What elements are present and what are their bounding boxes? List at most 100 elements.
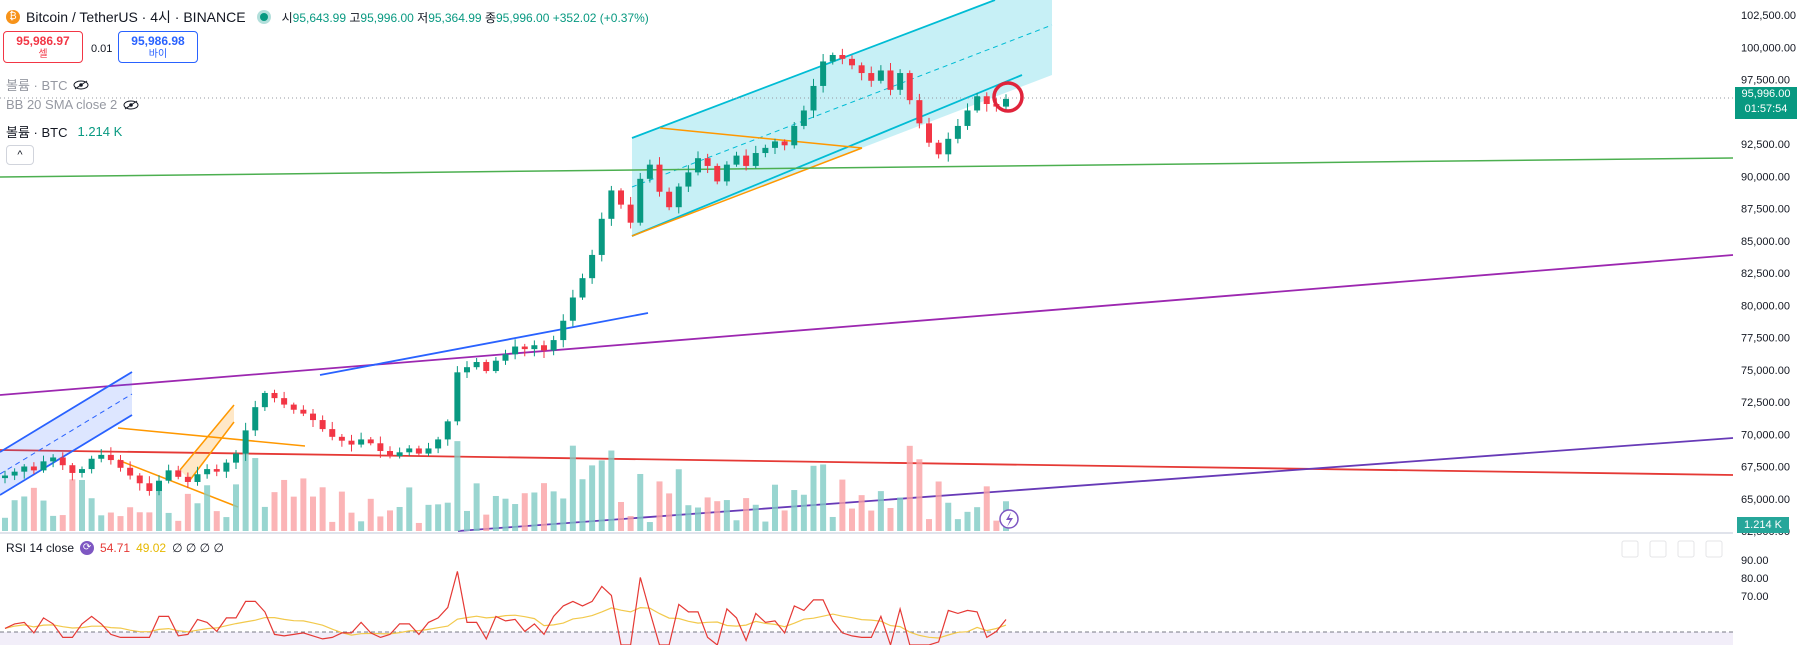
volume-bar <box>146 512 153 531</box>
volume-bar <box>435 504 442 531</box>
candle-body <box>21 466 28 472</box>
candle-body <box>800 110 807 126</box>
volume-bar <box>762 521 769 531</box>
volume-legend[interactable]: 볼륨 · BTC 1.214 K <box>6 122 122 141</box>
collapse-legend-button[interactable]: ^ <box>6 145 34 165</box>
open-label: 시 <box>281 10 293 25</box>
volume-bar <box>194 503 201 531</box>
volume-bar <box>791 490 798 531</box>
candle-body <box>829 54 836 62</box>
rsi-ma-value: 49.02 <box>136 541 167 555</box>
volume-bar <box>723 500 730 531</box>
volume-bar <box>348 512 355 531</box>
candle-body <box>464 367 470 373</box>
price-axis-label: 72,500.00 <box>1741 397 1790 409</box>
refresh-icon[interactable]: ⟳ <box>80 541 95 555</box>
bb-legend[interactable]: BB 20 SMA close 2 <box>6 97 139 112</box>
price-axis-label: 90,000.00 <box>1741 171 1790 183</box>
candle-body <box>666 191 673 208</box>
eye-off-icon[interactable] <box>123 100 139 110</box>
rsi-axis[interactable]: 90.00 80.00 70.00 <box>1741 555 1769 603</box>
volume-bar <box>40 500 47 531</box>
candle-body <box>136 475 143 484</box>
volume-bar <box>858 495 865 531</box>
candle-body <box>569 297 576 321</box>
small-flag-top <box>179 404 235 471</box>
volume-bars <box>2 441 1009 531</box>
volume-bar <box>656 481 663 531</box>
hidden-volume-label: 볼륨 · BTC <box>6 78 68 93</box>
volume-bar <box>50 515 57 531</box>
volume-bar <box>233 484 239 531</box>
volume-bar <box>560 498 567 531</box>
volume-bar <box>30 487 37 531</box>
sell-button[interactable]: 95,986.97 셀 <box>3 31 83 63</box>
volume-bar <box>88 498 95 531</box>
volume-bar <box>906 445 913 531</box>
symbol-legend[interactable]: ₿ Bitcoin / TetherUS · 4시 · BINANCE 시95,… <box>6 7 649 27</box>
volume-bar <box>752 504 759 531</box>
volume-bar <box>406 487 413 531</box>
candle-body <box>618 190 624 205</box>
candle-body <box>367 439 374 444</box>
eye-off-icon[interactable] <box>73 80 89 90</box>
volume-bar <box>156 488 162 531</box>
volume-bar <box>666 493 673 531</box>
volume-bar <box>271 492 278 531</box>
candle-body <box>242 430 249 454</box>
candle-body <box>589 254 596 279</box>
triangle-lower-line <box>631 147 863 237</box>
candle-body <box>165 470 172 481</box>
volume-bar <box>223 517 230 531</box>
price-axis-label: 100,000.00 <box>1741 42 1796 54</box>
volume-bar <box>319 487 326 531</box>
candle-body <box>637 178 644 223</box>
volume-bar <box>483 514 490 531</box>
volume-bar <box>175 520 182 531</box>
symbol-title[interactable]: Bitcoin / TetherUS · 4시 · BINANCE <box>26 9 246 25</box>
candle-body <box>88 458 95 470</box>
candle-body <box>820 61 827 86</box>
spread-value: 0.01 <box>91 43 113 55</box>
candle-body <box>781 141 788 146</box>
candle-body <box>396 452 403 457</box>
candle-body <box>40 461 47 471</box>
pane-controls[interactable] <box>1621 540 1723 558</box>
left-channel-mid <box>0 393 133 475</box>
volume-bar <box>69 479 76 531</box>
candle-body <box>560 320 567 341</box>
buy-button[interactable]: 95,986.98 바이 <box>118 31 198 63</box>
candle-body <box>406 448 413 453</box>
volume-bar <box>512 504 519 531</box>
price-axis-label: 102,500.00 <box>1741 10 1796 22</box>
volume-bar <box>415 522 422 531</box>
open-value: 95,643.99 <box>292 10 347 25</box>
rsi-legend[interactable]: RSI 14 close ⟳ 54.71 49.02 ∅ ∅ ∅ ∅ <box>6 541 224 555</box>
price-axis-label: 97,500.00 <box>1741 75 1790 87</box>
bb-label: BB 20 SMA close 2 <box>6 97 118 112</box>
buy-label: 바이 <box>148 49 168 60</box>
volume-bar <box>646 522 653 531</box>
candle-body <box>868 73 875 81</box>
hidden-volume-legend[interactable]: 볼륨 · BTC <box>6 75 89 94</box>
volume-bar <box>935 481 942 531</box>
candle-body <box>723 164 730 182</box>
volume-bar <box>531 492 538 531</box>
candle-body <box>175 470 182 477</box>
lightning-icon[interactable] <box>999 509 1019 529</box>
volume-bar <box>589 465 596 531</box>
candle-body <box>791 125 798 146</box>
volume-bar <box>396 506 403 531</box>
candle-body <box>935 142 942 155</box>
high-value: 95,996.00 <box>360 10 414 25</box>
triangle-upper-line <box>659 127 863 149</box>
volume-bar <box>502 498 509 531</box>
candle-body <box>213 469 220 472</box>
volume-label: 볼륨 · BTC <box>6 125 68 140</box>
change-value: +352.02 (+0.37%) <box>552 10 649 25</box>
candle-body <box>839 54 846 59</box>
candle-body <box>483 362 490 372</box>
candle-body <box>156 480 162 492</box>
candle-body <box>656 164 663 192</box>
